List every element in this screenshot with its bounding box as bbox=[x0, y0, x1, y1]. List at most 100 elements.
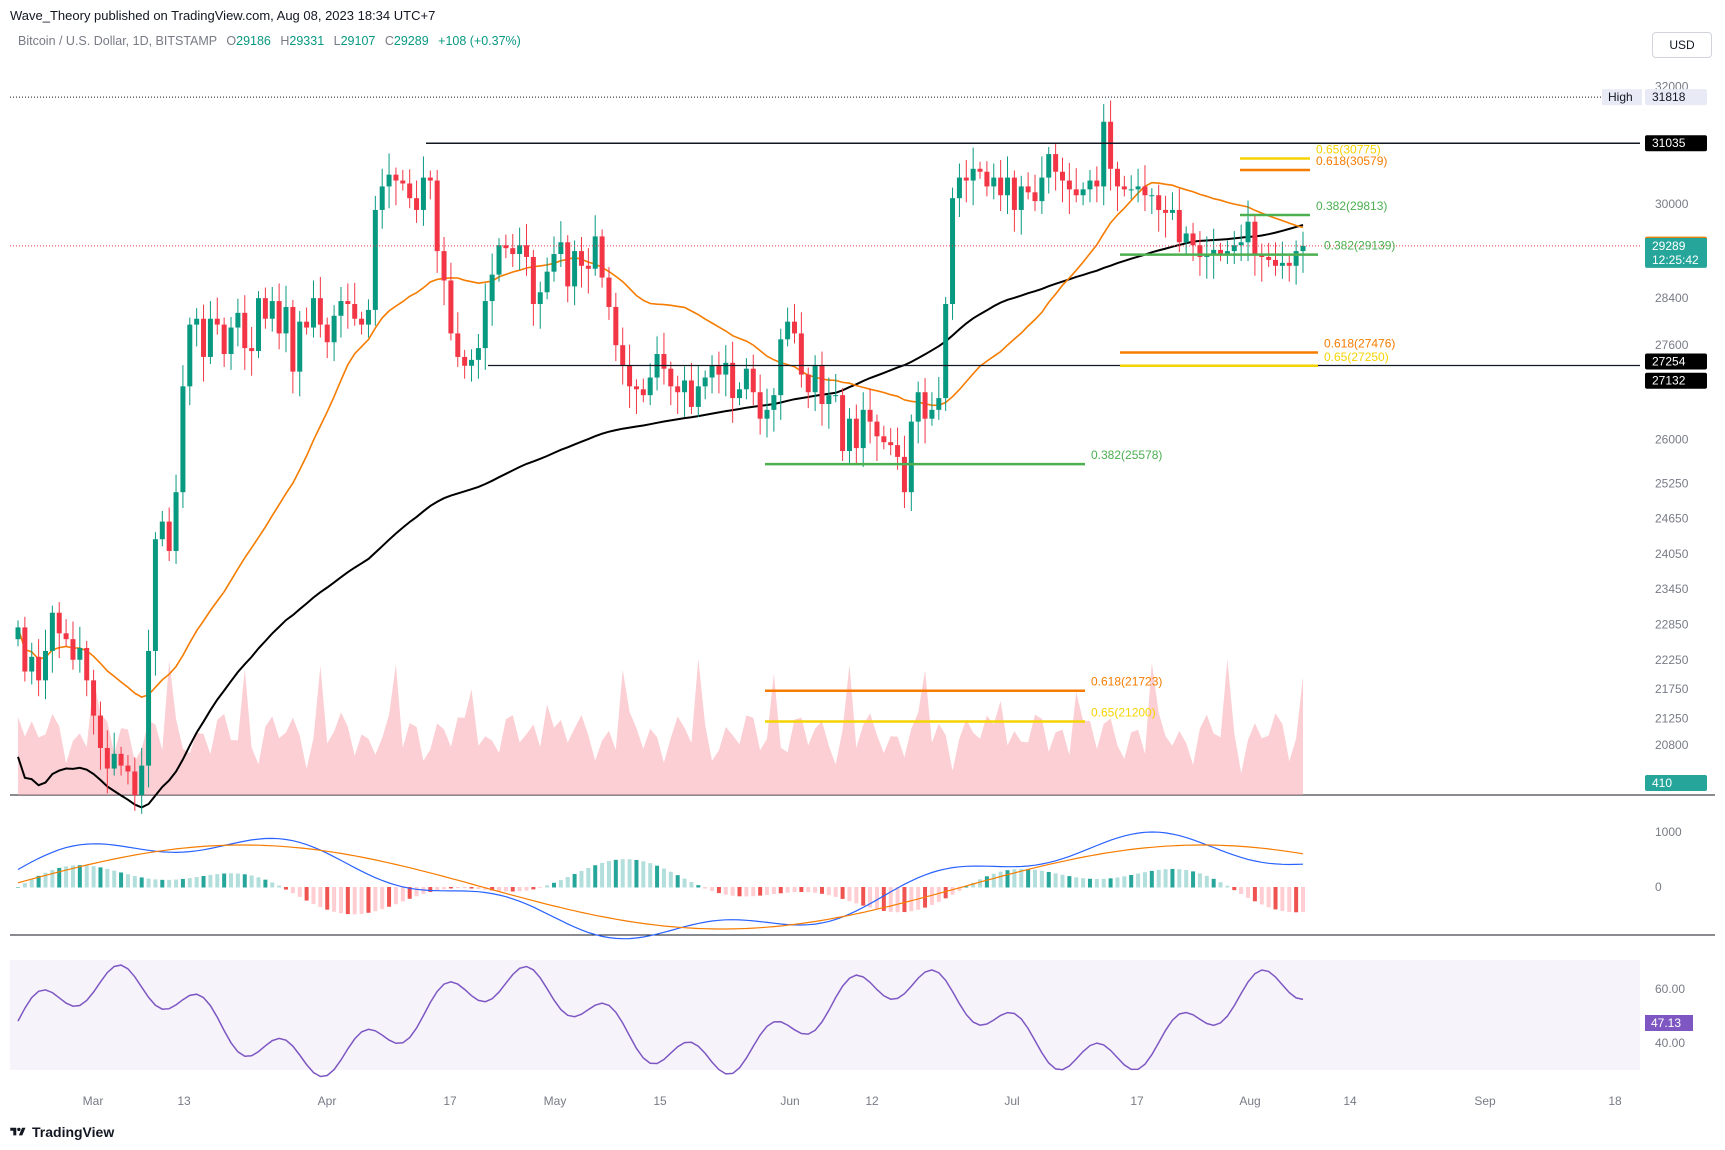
macd-bar bbox=[256, 877, 261, 888]
time-axis-label: Apr bbox=[318, 1094, 337, 1108]
price-badge-bg bbox=[1645, 775, 1707, 791]
price-badge-value: 31035 bbox=[1652, 136, 1686, 150]
candle-body bbox=[1121, 186, 1127, 190]
macd-bar bbox=[861, 887, 866, 906]
macd-axis-label: 1000 bbox=[1655, 825, 1682, 839]
macd-bar bbox=[655, 865, 660, 888]
candle-body bbox=[91, 680, 97, 716]
candle-body bbox=[709, 365, 715, 378]
macd-bar bbox=[957, 887, 962, 891]
macd-bar bbox=[730, 887, 735, 896]
candle-body bbox=[427, 177, 433, 181]
price-axis-label: 28400 bbox=[1655, 291, 1689, 305]
chart-svg[interactable]: 0.618(30579)0.65(30775) 0.382(29813) 0.382… bbox=[0, 0, 1725, 1120]
macd-bar bbox=[1129, 874, 1134, 888]
candle-body bbox=[812, 365, 818, 393]
candle-body bbox=[207, 318, 213, 357]
candle-body bbox=[173, 492, 179, 551]
macd-bar bbox=[1094, 878, 1099, 888]
candle-body bbox=[908, 421, 914, 493]
candle-body bbox=[1059, 171, 1065, 181]
candle-body bbox=[503, 245, 509, 249]
macd-bar bbox=[600, 862, 605, 888]
candle-body bbox=[956, 177, 962, 199]
candle-body bbox=[283, 306, 289, 334]
macd-bar bbox=[146, 878, 151, 888]
candle-body bbox=[42, 650, 48, 681]
candle-body bbox=[379, 186, 385, 210]
candle-body bbox=[489, 274, 495, 302]
macd-bar bbox=[806, 887, 811, 893]
macd-bar bbox=[1005, 870, 1010, 888]
candle-body bbox=[661, 354, 667, 369]
macd-bar bbox=[325, 887, 330, 910]
macd-bar bbox=[125, 874, 130, 888]
candle-body bbox=[180, 386, 186, 493]
candle-body bbox=[599, 236, 605, 278]
candle-body bbox=[1032, 192, 1038, 202]
currency-button[interactable]: USD bbox=[1652, 32, 1712, 58]
candle-body bbox=[352, 304, 358, 319]
candle-body bbox=[895, 445, 901, 457]
macd-bar bbox=[490, 887, 495, 891]
candle-body bbox=[572, 251, 578, 287]
time-axis-label: 17 bbox=[443, 1094, 457, 1108]
candle-body bbox=[297, 321, 303, 372]
candle-body bbox=[1286, 262, 1292, 266]
candle-body bbox=[269, 301, 275, 319]
price-axis-label: 26000 bbox=[1655, 432, 1689, 446]
rsi-value-badge bbox=[1645, 1015, 1693, 1031]
candle-body bbox=[228, 327, 234, 354]
macd-bar bbox=[744, 887, 749, 897]
macd-axis-label: 0 bbox=[1655, 880, 1662, 894]
candle-body bbox=[1224, 251, 1230, 255]
candle-body bbox=[1197, 245, 1203, 257]
candle-body bbox=[84, 648, 90, 681]
price-badge-label-bg bbox=[1602, 89, 1642, 106]
candle-body bbox=[640, 389, 646, 396]
macd-bar bbox=[98, 867, 103, 888]
candle-body bbox=[1066, 180, 1072, 190]
macd-bar bbox=[510, 887, 515, 892]
price-axis-label: 24650 bbox=[1655, 512, 1689, 526]
candle-body bbox=[22, 627, 28, 672]
candle-body bbox=[544, 271, 550, 293]
candle-body bbox=[1156, 195, 1162, 210]
volume-area bbox=[18, 658, 1303, 795]
candle-body bbox=[139, 765, 145, 795]
rsi-value-label: 47.13 bbox=[1651, 1016, 1681, 1030]
macd-bar bbox=[792, 887, 797, 893]
time-axis-label: May bbox=[544, 1094, 567, 1108]
macd-bar bbox=[215, 874, 220, 888]
time-axis-label: 14 bbox=[1343, 1094, 1357, 1108]
candle-body bbox=[235, 312, 241, 328]
macd-bar bbox=[881, 887, 886, 911]
price-badge-value: 29289 bbox=[1652, 239, 1686, 253]
macd-bar bbox=[950, 887, 955, 895]
candle-body bbox=[441, 251, 447, 281]
candle-body bbox=[874, 421, 880, 437]
candle-body bbox=[290, 306, 296, 372]
candle-body bbox=[77, 648, 83, 660]
candle-body bbox=[688, 380, 694, 407]
macd-bar bbox=[270, 882, 275, 888]
candle-body bbox=[1211, 249, 1217, 255]
macd-line bbox=[17, 831, 1304, 940]
high-value: 29331 bbox=[289, 34, 325, 48]
candle-body bbox=[730, 362, 736, 399]
macd-bar bbox=[359, 887, 364, 914]
macd-bar bbox=[895, 887, 900, 913]
candle-body bbox=[1149, 195, 1155, 197]
macd-bar bbox=[1204, 875, 1209, 888]
candle-body bbox=[510, 248, 516, 255]
price-axis-label: 20800 bbox=[1655, 738, 1689, 752]
candle-body bbox=[132, 771, 138, 795]
price-axis-label: 22250 bbox=[1655, 653, 1689, 667]
candle-body bbox=[723, 362, 729, 375]
ma50-line bbox=[17, 181, 1304, 698]
time-axis-label: Aug bbox=[1239, 1094, 1260, 1108]
macd-bar bbox=[1142, 872, 1147, 888]
candle-body bbox=[991, 177, 997, 187]
macd-signal-line bbox=[17, 844, 1304, 930]
price-badge-label: High bbox=[1608, 90, 1633, 104]
